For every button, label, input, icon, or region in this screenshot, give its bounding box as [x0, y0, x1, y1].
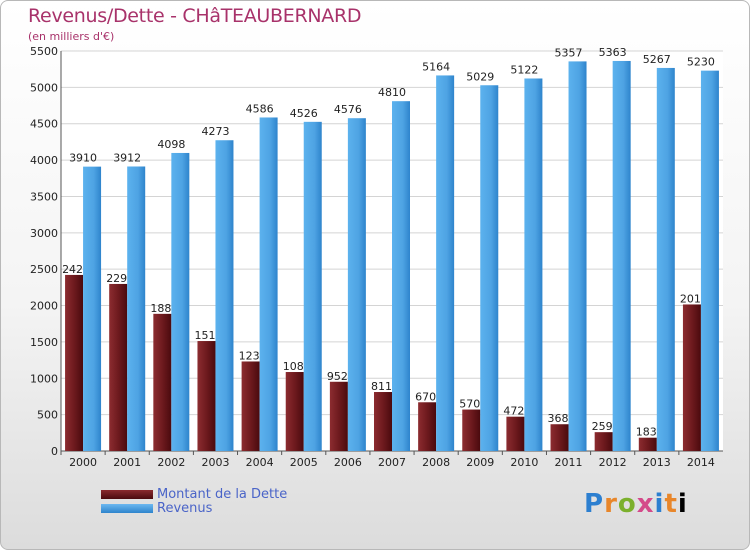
bar-debt-2004 [241, 361, 260, 451]
x-tick-label: 2001 [113, 456, 141, 469]
value-label-debt: 952 [327, 370, 348, 383]
x-tick-label: 2006 [334, 456, 362, 469]
bar-revenue-2013 [656, 67, 675, 451]
y-tick-label: 3500 [30, 190, 58, 203]
value-label-revenue: 4098 [157, 138, 185, 151]
x-tick-label: 2011 [555, 456, 583, 469]
value-label-revenue: 4526 [290, 107, 318, 120]
y-tick-label: 1500 [30, 336, 58, 349]
x-tick-label: 2010 [510, 456, 538, 469]
value-label-debt: 188 [150, 302, 171, 315]
y-tick-label: 1000 [30, 372, 58, 385]
bar-debt-2008 [418, 402, 437, 451]
bar-debt-2014 [682, 304, 701, 451]
bar-revenue-2001 [127, 166, 146, 451]
proxiti-logo: Proxiti [584, 489, 688, 519]
bar-revenue-2011 [568, 61, 587, 452]
x-tick-label: 2007 [378, 456, 406, 469]
y-tick-label: 0 [51, 445, 58, 458]
bar-debt-2012 [594, 432, 613, 451]
x-tick-label: 2013 [643, 456, 671, 469]
value-label-debt: 811 [371, 380, 392, 393]
y-tick-label: 5500 [30, 45, 58, 58]
value-label-debt: 242 [62, 263, 83, 276]
x-tick-label: 2005 [290, 456, 318, 469]
bar-revenue-2002 [171, 152, 190, 452]
x-tick-label: 2004 [246, 456, 274, 469]
value-label-debt: 151 [194, 329, 215, 342]
y-tick-label: 3000 [30, 227, 58, 240]
bar-revenue-2009 [480, 85, 499, 451]
value-label-revenue: 5357 [555, 46, 583, 59]
x-tick-label: 2009 [466, 456, 494, 469]
value-label-revenue: 3910 [69, 152, 97, 165]
bar-revenue-2010 [524, 78, 543, 451]
y-tick-label: 2000 [30, 300, 58, 313]
y-tick-label: 5000 [30, 81, 58, 94]
bar-revenue-2004 [259, 117, 278, 452]
legend-label-revenue: Revenus [157, 501, 213, 516]
bar-revenue-2000 [83, 166, 102, 452]
value-label-debt: 183 [636, 426, 657, 439]
chart-title: Revenus/Dette - CHâTEAUBERNARD [28, 5, 362, 27]
y-tick-label: 500 [37, 409, 58, 422]
bar-debt-2005 [285, 372, 304, 451]
legend-swatch-debt [101, 490, 153, 499]
value-label-revenue: 4273 [201, 125, 229, 138]
value-label-revenue: 5363 [599, 46, 627, 59]
bar-revenue-2007 [392, 101, 410, 451]
value-label-debt: 108 [283, 360, 304, 373]
value-label-revenue: 5029 [466, 70, 494, 83]
x-tick-label: 2002 [157, 456, 185, 469]
y-tick-label: 4000 [30, 154, 58, 167]
value-label-revenue: 5230 [687, 56, 715, 69]
bar-debt-2011 [550, 424, 569, 451]
legend-swatch-revenue [101, 504, 153, 513]
value-label-revenue: 3912 [113, 151, 141, 164]
value-label-revenue: 4586 [246, 102, 274, 115]
bar-debt-2001 [109, 283, 128, 451]
x-tick-label: 2012 [599, 456, 627, 469]
bar-debt-2009 [462, 409, 481, 451]
value-label-debt: 229 [106, 272, 127, 285]
legend-label-debt: Montant de la Dette [157, 487, 288, 502]
bar-revenue-2006 [347, 118, 366, 451]
x-tick-label: 2014 [687, 456, 715, 469]
y-tick-label: 4500 [30, 118, 58, 131]
value-label-debt: 570 [459, 398, 480, 411]
bar-revenue-2012 [612, 60, 631, 452]
value-label-debt: 472 [503, 405, 524, 418]
value-label-revenue: 4576 [334, 103, 362, 116]
value-label-debt: 368 [548, 412, 569, 425]
value-label-debt: 123 [239, 349, 260, 362]
value-label-revenue: 5267 [643, 53, 671, 66]
x-tick-label: 2008 [422, 456, 450, 469]
bar-revenue-2003 [215, 140, 234, 451]
bar-debt-2003 [197, 341, 216, 451]
value-label-revenue: 5122 [510, 63, 538, 76]
bar-debt-2000 [65, 274, 84, 451]
x-tick-label: 2000 [69, 456, 97, 469]
bar-revenue-2005 [303, 121, 322, 451]
value-label-debt: 201 [680, 292, 701, 305]
bar-revenue-2014 [700, 70, 719, 452]
bar-revenue-2008 [436, 75, 455, 451]
y-tick-label: 2500 [30, 263, 58, 276]
value-label-revenue: 5164 [422, 60, 450, 73]
bar-debt-2006 [329, 381, 348, 451]
value-label-debt: 259 [592, 420, 613, 433]
value-label-debt: 670 [415, 390, 436, 403]
chart-subtitle: (en milliers d'€) [28, 30, 115, 43]
bar-debt-2013 [638, 437, 657, 451]
bar-debt-2010 [506, 416, 525, 451]
value-label-revenue: 4810 [378, 86, 406, 99]
bar-debt-2007 [374, 392, 392, 451]
x-tick-label: 2003 [201, 456, 229, 469]
bar-debt-2002 [153, 313, 172, 451]
